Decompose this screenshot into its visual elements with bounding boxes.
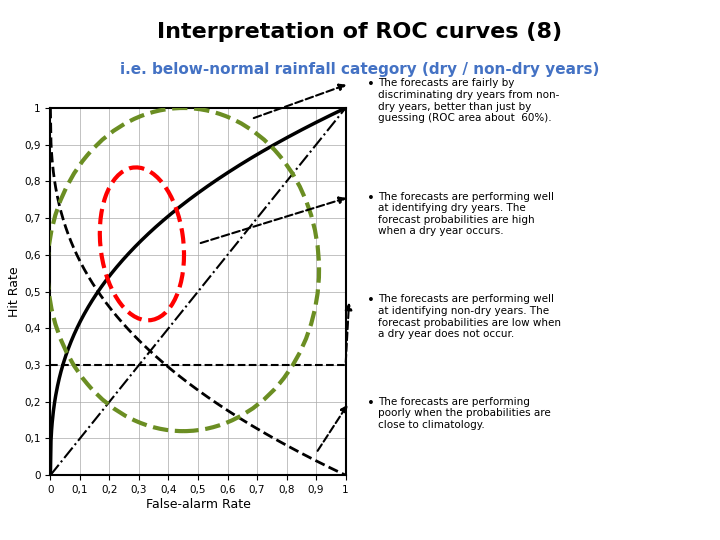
- Text: •: •: [367, 294, 375, 307]
- Text: The forecasts are performing
poorly when the probabilities are
close to climatol: The forecasts are performing poorly when…: [378, 397, 551, 430]
- Text: The forecasts are fairly by
discriminating dry years from non-
dry years, better: The forecasts are fairly by discriminati…: [378, 78, 559, 123]
- Y-axis label: Hit Rate: Hit Rate: [9, 266, 22, 317]
- Text: The forecasts are performing well
at identifying non-dry years. The
forecast pro: The forecasts are performing well at ide…: [378, 294, 561, 339]
- Text: •: •: [367, 397, 375, 410]
- Text: •: •: [367, 192, 375, 205]
- Text: •: •: [367, 78, 375, 91]
- Text: i.e. below-normal rainfall category (dry / non-dry years): i.e. below-normal rainfall category (dry…: [120, 62, 600, 77]
- Text: The forecasts are performing well
at identifying dry years. The
forecast probabi: The forecasts are performing well at ide…: [378, 192, 554, 237]
- X-axis label: False-alarm Rate: False-alarm Rate: [145, 498, 251, 511]
- Text: Interpretation of ROC curves (8): Interpretation of ROC curves (8): [158, 22, 562, 42]
